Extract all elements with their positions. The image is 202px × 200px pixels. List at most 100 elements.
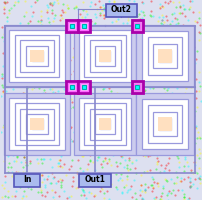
Point [162, 67, 165, 70]
Point [49, 2, 52, 5]
Point [50, 1, 53, 4]
Point [125, 166, 128, 169]
Point [134, 86, 137, 90]
Point [81, 154, 84, 157]
Point [6, 64, 9, 67]
Point [146, 186, 149, 189]
Point [79, 45, 82, 49]
Point [44, 42, 47, 45]
Point [80, 187, 84, 191]
Bar [82, 85, 86, 89]
Point [118, 84, 121, 87]
Point [160, 163, 163, 166]
Point [24, 134, 28, 138]
Point [35, 181, 38, 184]
Point [40, 193, 44, 197]
Point [197, 135, 201, 138]
Point [116, 18, 119, 21]
Point [136, 48, 139, 51]
Point [89, 192, 93, 195]
Point [46, 142, 49, 145]
Point [103, 196, 106, 199]
Point [52, 145, 55, 148]
Point [60, 166, 63, 169]
Point [177, 106, 180, 109]
Point [115, 63, 118, 66]
Point [39, 14, 43, 17]
Point [199, 31, 202, 35]
Point [57, 114, 61, 117]
Point [177, 0, 180, 3]
Point [42, 91, 45, 94]
Point [199, 85, 202, 88]
Point [7, 162, 11, 165]
Point [60, 29, 64, 32]
Point [65, 42, 69, 45]
Point [22, 33, 25, 36]
Point [78, 88, 81, 91]
Point [47, 44, 51, 47]
Point [81, 117, 85, 120]
Point [109, 49, 112, 53]
Point [183, 158, 186, 161]
Point [162, 5, 165, 8]
Point [176, 21, 179, 25]
Point [99, 38, 102, 42]
Point [115, 98, 118, 102]
Point [176, 135, 180, 139]
Point [49, 158, 52, 161]
Point [180, 131, 183, 134]
Point [36, 157, 39, 160]
Point [160, 53, 163, 56]
Point [152, 197, 156, 200]
Point [97, 155, 101, 158]
Point [37, 95, 40, 98]
Point [198, 147, 201, 150]
Point [152, 186, 155, 189]
Point [156, 28, 159, 31]
Point [189, 184, 192, 188]
Point [40, 94, 43, 97]
Point [151, 81, 155, 84]
Point [156, 20, 159, 23]
Point [104, 102, 107, 105]
Point [170, 109, 173, 112]
Point [99, 190, 102, 193]
Point [22, 194, 25, 198]
Point [98, 183, 101, 186]
Point [107, 0, 110, 2]
Point [9, 6, 13, 10]
Point [38, 183, 41, 186]
Point [60, 154, 63, 157]
Point [74, 56, 77, 59]
Point [129, 136, 133, 139]
Point [143, 106, 146, 109]
Point [167, 189, 170, 192]
Point [1, 90, 4, 93]
Point [104, 45, 107, 48]
Point [87, 178, 91, 181]
Point [91, 26, 94, 30]
Point [175, 151, 178, 155]
Point [174, 55, 177, 59]
Point [150, 141, 153, 144]
Point [144, 188, 147, 191]
Point [174, 56, 177, 59]
Point [165, 193, 169, 196]
Point [77, 90, 80, 93]
Point [90, 66, 93, 69]
Point [97, 83, 100, 86]
Point [87, 139, 90, 142]
Point [107, 99, 110, 103]
Point [76, 121, 79, 125]
Point [160, 198, 163, 200]
Bar [68, 22, 76, 30]
Point [73, 79, 77, 83]
Point [39, 158, 42, 161]
Point [50, 165, 53, 169]
Point [187, 71, 190, 74]
Point [13, 45, 16, 48]
Point [121, 119, 124, 122]
Point [142, 151, 145, 154]
Point [171, 127, 174, 131]
